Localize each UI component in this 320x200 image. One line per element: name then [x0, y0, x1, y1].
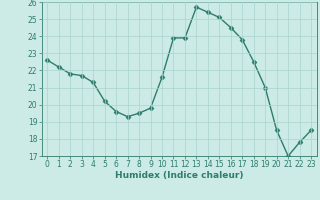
X-axis label: Humidex (Indice chaleur): Humidex (Indice chaleur) — [115, 171, 244, 180]
